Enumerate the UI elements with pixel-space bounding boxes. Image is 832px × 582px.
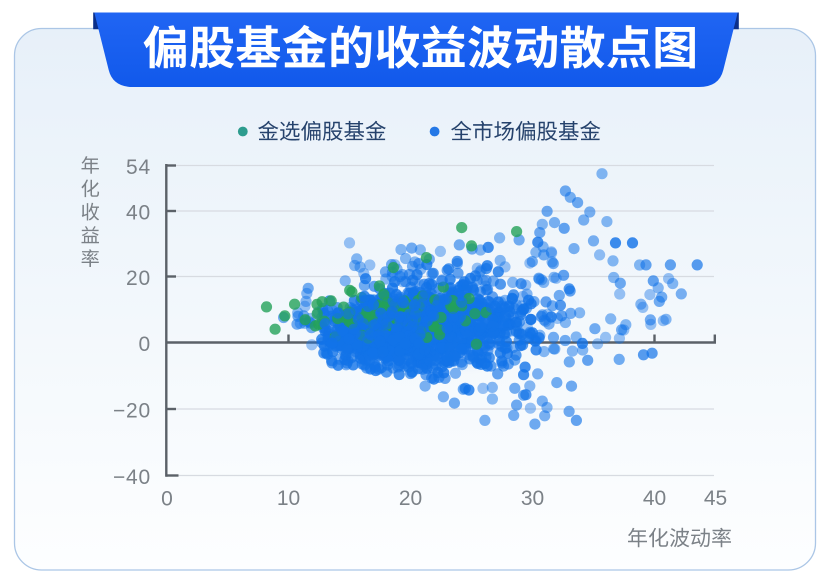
svg-text:40: 40	[643, 487, 666, 510]
svg-text:−40: −40	[113, 466, 151, 489]
svg-text:−20: −20	[113, 399, 151, 422]
svg-text:0: 0	[139, 333, 151, 356]
svg-text:10: 10	[277, 487, 300, 510]
svg-text:54: 54	[126, 156, 151, 179]
svg-text:20: 20	[126, 267, 151, 290]
svg-text:0: 0	[161, 487, 173, 510]
svg-text:30: 30	[521, 487, 544, 510]
svg-text:45: 45	[704, 487, 727, 510]
svg-text:20: 20	[399, 487, 422, 510]
svg-text:40: 40	[126, 201, 151, 224]
